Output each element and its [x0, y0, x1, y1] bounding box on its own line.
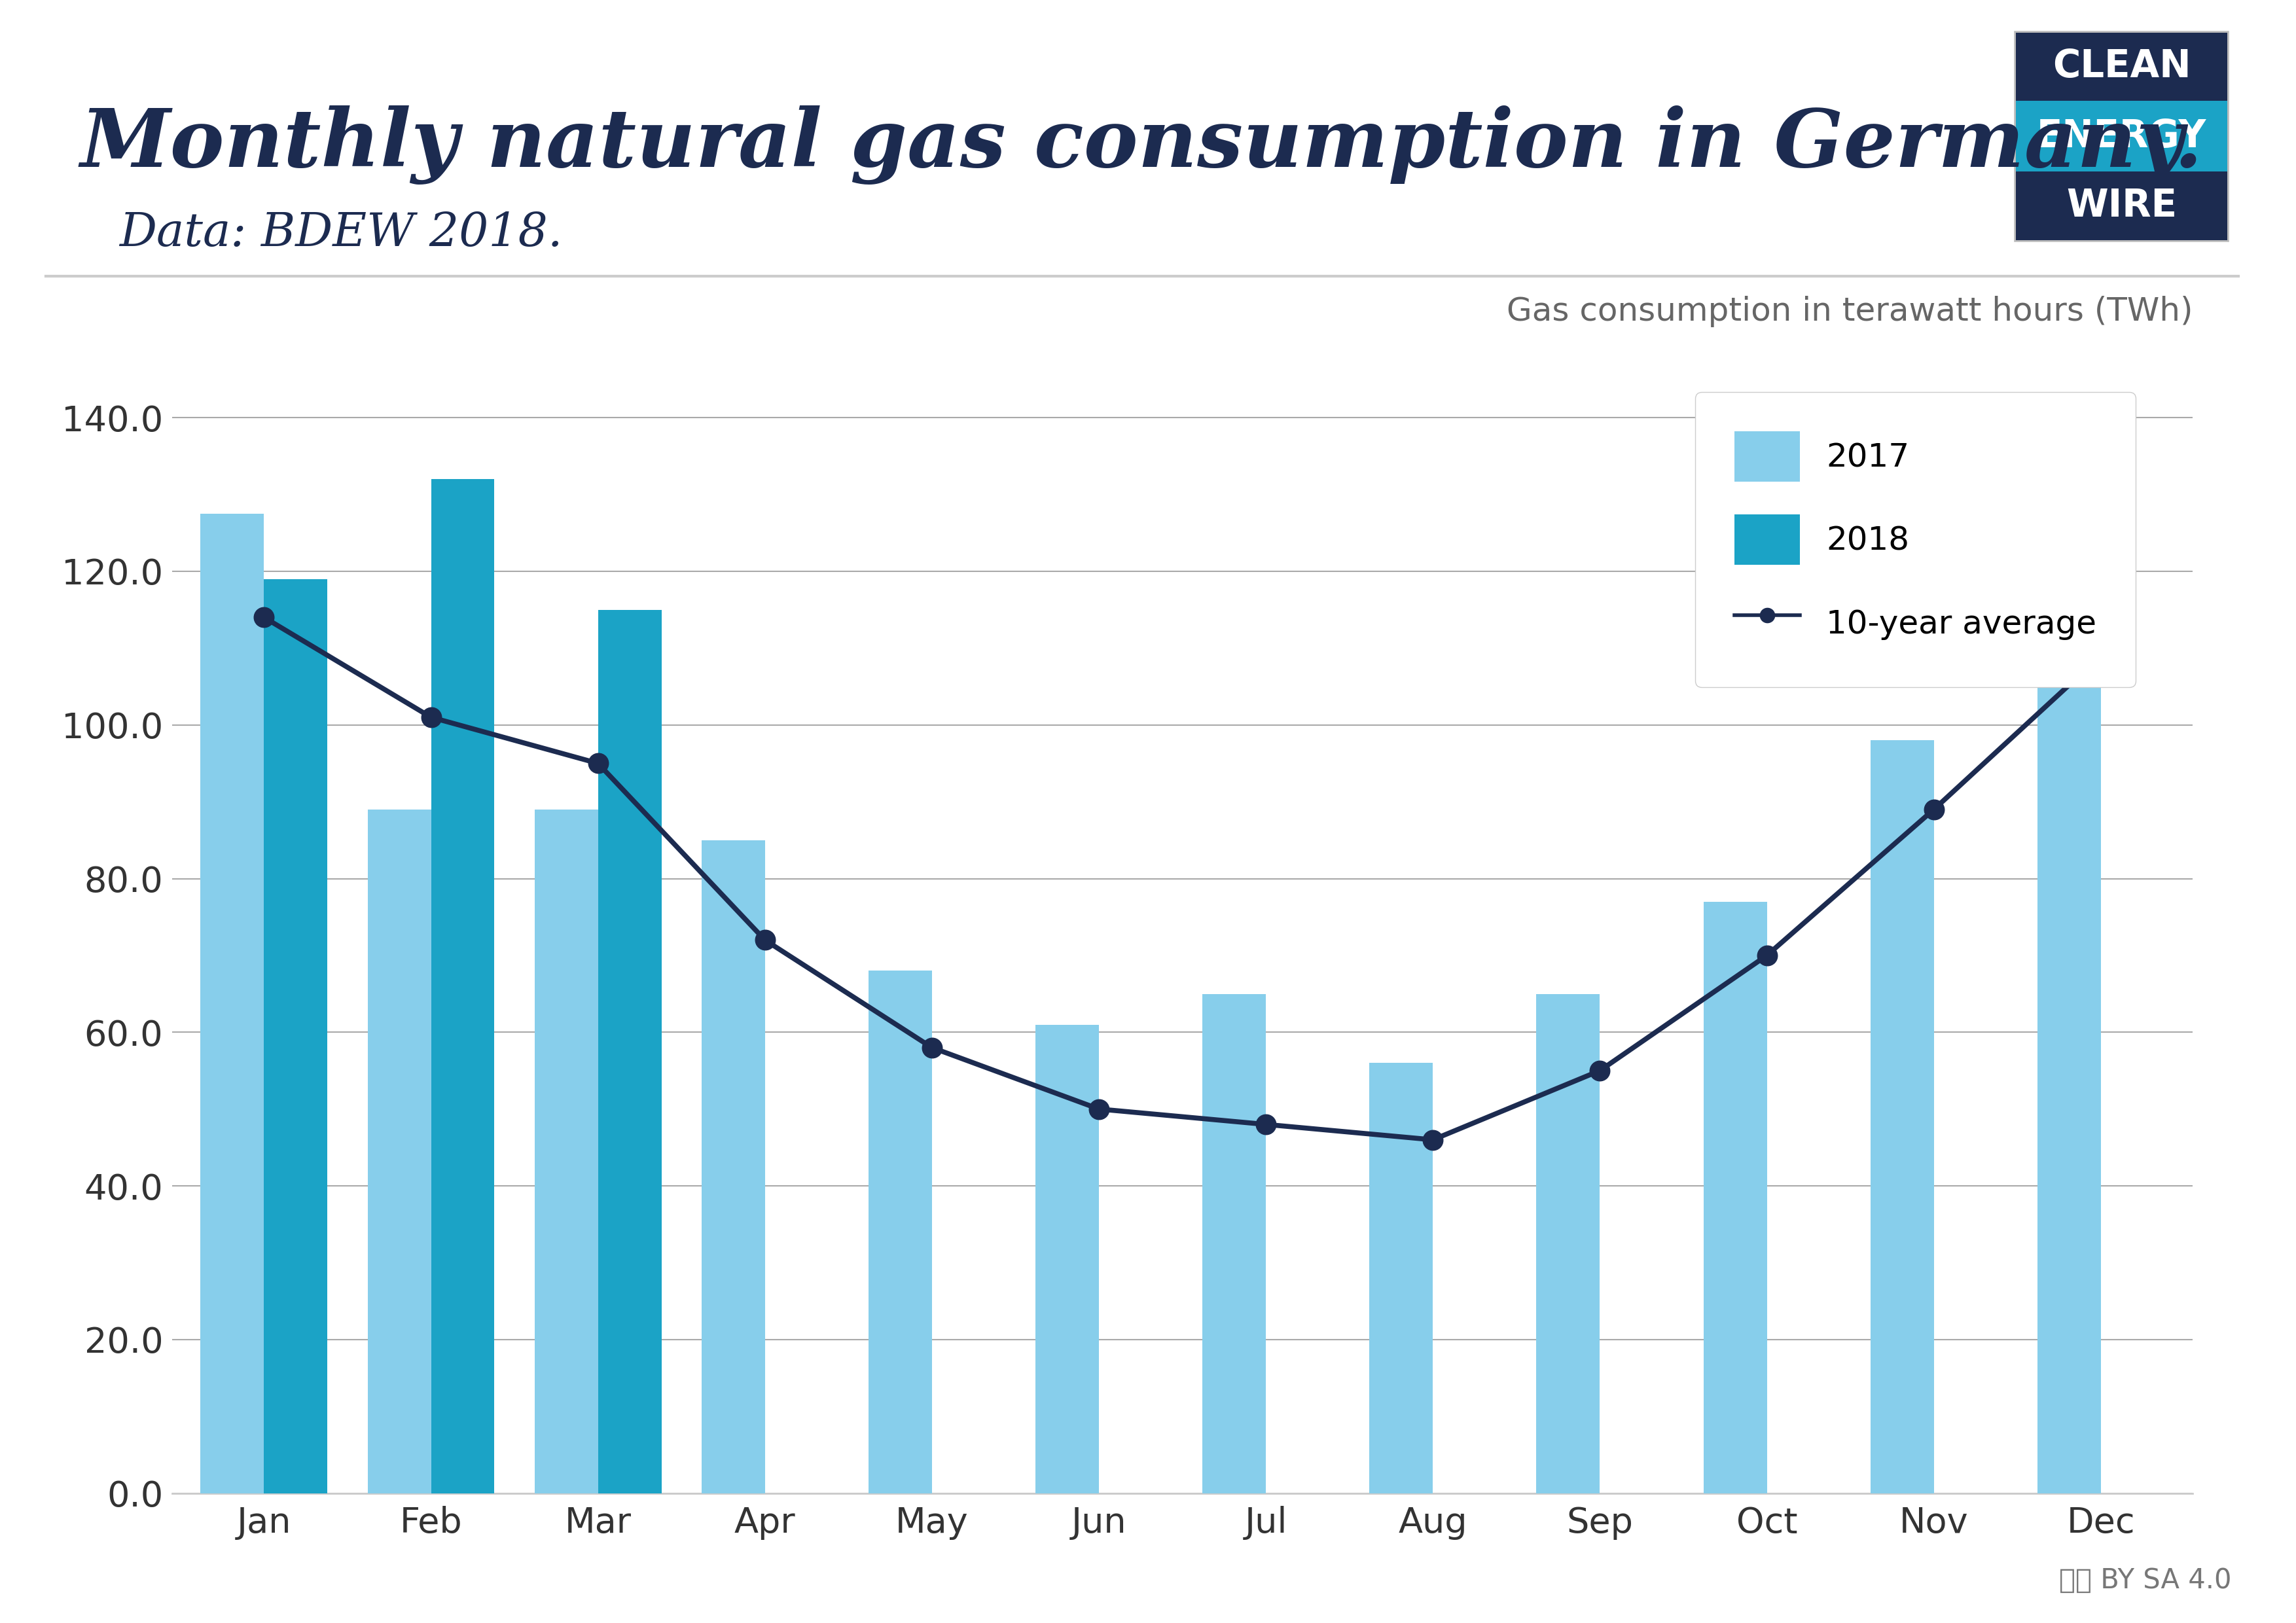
- Bar: [1536, 993, 1600, 1493]
- Bar: [432, 479, 494, 1493]
- Text: Gas consumption in terawatt hours (TWh): Gas consumption in terawatt hours (TWh): [1506, 295, 2193, 326]
- Bar: [1871, 740, 1933, 1493]
- Text: Monthly natural gas consumption in Germany.: Monthly natural gas consumption in Germa…: [80, 105, 2202, 185]
- Bar: [703, 841, 765, 1493]
- Bar: [597, 610, 661, 1493]
- Bar: [1368, 1063, 1433, 1493]
- Bar: [264, 579, 328, 1493]
- Text: Ⓒⓑ BY SA 4.0: Ⓒⓑ BY SA 4.0: [2060, 1566, 2232, 1594]
- Text: ENERGY: ENERGY: [2037, 118, 2206, 154]
- Text: WIRE: WIRE: [2066, 187, 2177, 224]
- Bar: [2016, 32, 2227, 101]
- Bar: [2016, 101, 2227, 172]
- Bar: [367, 810, 432, 1493]
- Bar: [1704, 902, 1768, 1493]
- Bar: [200, 513, 264, 1493]
- Bar: [1035, 1024, 1100, 1493]
- Legend: 2017, 2018, 10-year average: 2017, 2018, 10-year average: [1694, 391, 2135, 688]
- Bar: [1203, 993, 1265, 1493]
- Text: CLEAN: CLEAN: [2053, 49, 2190, 86]
- Bar: [2037, 625, 2101, 1493]
- Bar: [2016, 172, 2227, 240]
- Text: Data: BDEW 2018.: Data: BDEW 2018.: [119, 211, 563, 256]
- FancyBboxPatch shape: [2016, 32, 2227, 240]
- Bar: [535, 810, 597, 1493]
- Bar: [868, 971, 932, 1493]
